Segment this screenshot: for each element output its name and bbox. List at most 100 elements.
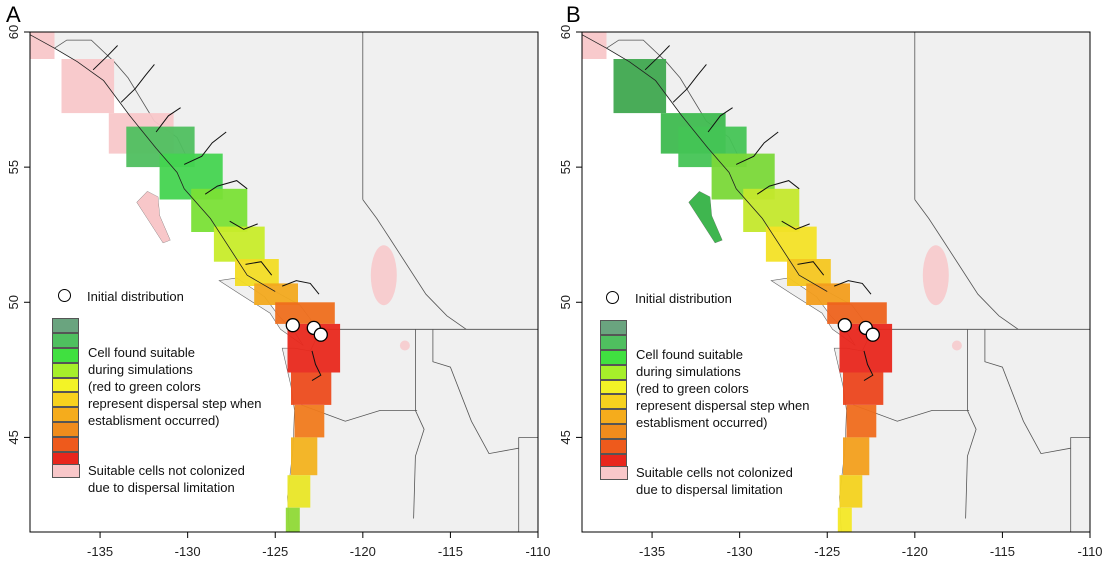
x-tick-label: -130 [175,544,201,559]
x-tick-label: -110 [525,544,550,559]
y-tick-label: 50 [558,295,573,309]
suitable-cell-block [846,405,877,438]
river-line [735,131,779,165]
gradient-swatch [600,439,627,455]
gradient-swatch [600,394,627,410]
suitable-cell-block [191,188,248,232]
river-line [282,280,320,295]
legend-initial-label: Initial distribution [635,291,732,306]
river-line [863,350,874,382]
legend-line: represent dispersal step when [636,398,810,413]
suitable-cell-block [827,302,887,324]
gradient-swatch [600,409,627,425]
legend-not-colonized-text: Suitable cells not colonized due to disp… [636,464,793,498]
gradient-swatch [52,347,79,363]
x-tick-label: -120 [350,544,376,559]
suitable-cell-block [294,405,325,438]
map-frame [581,31,1091,533]
y-tick-label: 50 [6,295,21,309]
panel-b: B -135 -130 -125 -120 -115 -110 60 55 50 45 Initi… [552,0,1104,564]
river-line [155,107,181,133]
legend-line: establisment occurred) [88,413,220,428]
legend-line: (red to green colors [636,381,749,396]
gradient-swatch [52,392,79,408]
border-bc-alberta-rockies [362,199,467,330]
legend-suitable-text: Cell found suitable during simulations (… [636,346,809,431]
border-id-mt [984,329,1071,455]
gradient-swatch [52,422,79,438]
pink-interior-patch [922,245,949,306]
suitable-cell-block [30,32,55,59]
border-id-mt [432,329,519,455]
coastline [581,32,828,292]
legend-line: during simulations [636,364,741,379]
suitable-cell-block [765,226,817,262]
legend: Initial distribution Cell found suitable… [52,288,332,498]
legend-suitable-text: Cell found suitable during simulations (… [88,344,261,429]
legend-line: Suitable cells not colonized [88,463,245,478]
suitable-cell-block [275,302,335,324]
suitable-cell-block [582,32,607,59]
x-tick-label: -125 [262,544,288,559]
x-tick-label: -135 [87,544,113,559]
pink-haida-gwaii [136,191,171,243]
gradient-swatch [600,320,627,335]
legend-line: due to dispersal limitation [636,482,783,497]
gradient-swatch [600,379,627,395]
suitable-cell-block [291,372,332,405]
suitable-cell-block [285,507,300,532]
suitable-cell-block [787,259,831,286]
x-tick-label: -120 [902,544,928,559]
legend-line: Suitable cells not colonized [636,465,793,480]
suitable-cell-block [843,437,870,476]
pink-interior-patch [399,340,410,351]
y-tick-label: 55 [558,160,573,174]
river-line [644,45,670,71]
legend-line: due to dispersal limitation [88,480,235,495]
panel-a: A -135 -130 -125 -120 -115 -110 60 55 50 45 Initi… [6,2,551,559]
suitable-cell-block [213,226,265,262]
legend-line: Cell found suitable [88,345,195,360]
river-line [183,131,227,165]
x-tick-label: -135 [639,544,665,559]
coastline [29,32,276,292]
x-tick-label: -110 [1077,544,1102,559]
gradient-swatch [52,407,79,423]
suitable-cell-block [743,188,800,232]
x-tick-label: -115 [990,544,1015,559]
gradient-swatch [52,318,79,333]
not-colonized-swatch [52,464,80,478]
suitable-cell-block [61,59,115,114]
suitable-cell-block [235,259,279,286]
suitable-cell-block [806,283,850,305]
gradient-swatch [52,377,79,393]
gradient-swatch [600,349,627,365]
green-haida-gwaii [688,191,723,243]
y-tick-label: 45 [558,430,573,444]
river-line [92,45,118,71]
not-colonized-swatch [600,466,628,480]
suitable-cell-block [839,475,863,508]
cells-layer [582,32,893,532]
initial-point [313,327,328,342]
river-line [311,350,322,382]
y-tick-label: 45 [6,430,21,444]
river-line [229,220,258,230]
x-tick-label: -125 [814,544,840,559]
map-frame [29,31,539,533]
map-b: -135 -130 -125 -120 -115 -110 60 55 50 45 [558,25,1103,559]
initial-point [837,318,852,333]
gradient-swatch [600,334,627,350]
river-line [781,220,810,230]
x-tick-label: -115 [438,544,463,559]
suitable-cell-block [837,507,852,532]
map-a: -135 -130 -125 -120 -115 -110 60 55 50 45 [6,25,551,559]
legend: Initial distribution Cell found suitable… [600,290,880,500]
initial-distribution-marker [606,291,619,304]
cells-layer [30,32,341,532]
pink-interior-patch [951,340,962,351]
legend-initial-label: Initial distribution [87,289,184,304]
panel-letter: A [6,2,21,27]
gradient-swatch [600,364,627,380]
legend-line: represent dispersal step when [88,396,262,411]
